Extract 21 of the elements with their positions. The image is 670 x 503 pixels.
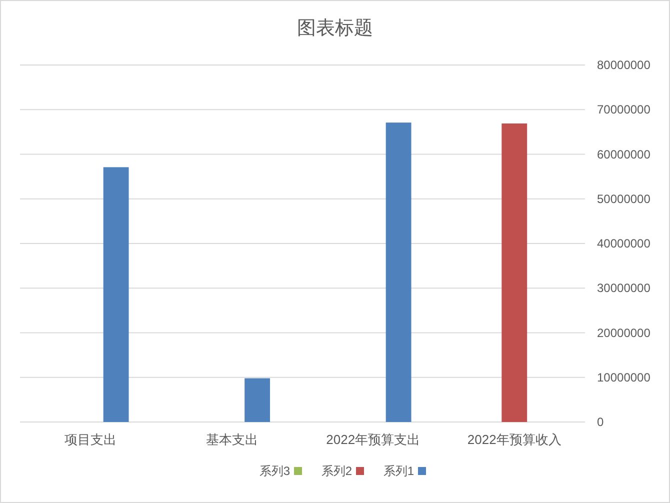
x-tick-label: 2022年预算收入 <box>467 432 562 447</box>
legend-label: 系列2 <box>321 464 352 478</box>
chart-title: 图表标题 <box>297 18 373 39</box>
bar <box>244 378 270 422</box>
y-tick-label: 0 <box>597 415 604 429</box>
y-tick-label: 40000000 <box>597 236 651 250</box>
bar <box>386 122 412 422</box>
y-tick-label: 30000000 <box>597 281 651 296</box>
y-tick-label: 10000000 <box>597 370 651 384</box>
y-tick-label: 60000000 <box>597 147 651 162</box>
y-tick-label: 80000000 <box>597 58 651 72</box>
x-tick-label: 基本支出 <box>206 432 258 447</box>
bar <box>502 123 528 422</box>
y-tick-label: 20000000 <box>597 326 651 340</box>
y-tick-label: 50000000 <box>597 192 651 206</box>
x-tick-label: 2022年预算支出 <box>326 432 420 447</box>
x-tick-label: 项目支出 <box>64 432 117 447</box>
legend-label: 系列3 <box>259 464 290 478</box>
bar <box>103 167 129 422</box>
y-tick-label: 70000000 <box>597 102 651 117</box>
legend-label: 系列1 <box>383 464 414 478</box>
